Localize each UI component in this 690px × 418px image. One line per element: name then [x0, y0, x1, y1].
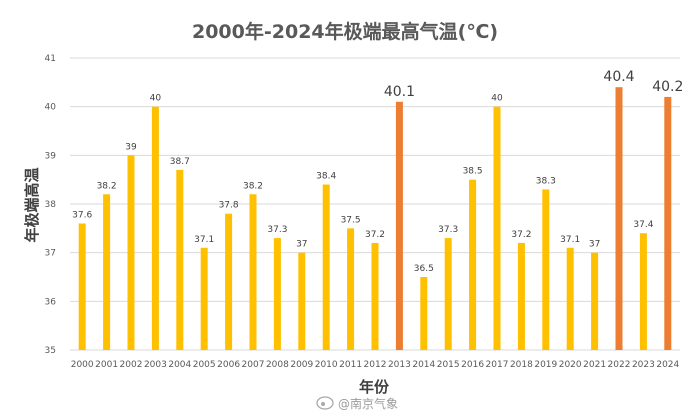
x-tick-label: 2023	[632, 360, 655, 370]
data-label: 40	[150, 94, 162, 104]
x-tick-label: 2006	[217, 360, 240, 370]
bar	[517, 242, 525, 350]
bar	[420, 277, 428, 350]
chart-title: 2000年-2024年极端最高气温(℃)	[192, 20, 498, 43]
data-label: 38.3	[536, 176, 556, 186]
bar	[78, 223, 86, 350]
bar	[200, 247, 208, 350]
data-label: 38.5	[463, 167, 483, 177]
data-label: 36.5	[414, 264, 434, 274]
data-label: 37.3	[438, 225, 458, 235]
y-tick-label: 38	[45, 200, 57, 210]
x-tick-label: 2010	[315, 360, 338, 370]
bars	[78, 87, 672, 351]
data-label: 37.2	[511, 230, 531, 240]
y-tick-label: 40	[45, 103, 57, 113]
data-label: 38.7	[170, 157, 190, 167]
x-tick-label: 2004	[168, 360, 191, 370]
x-tick-label: 2007	[242, 360, 265, 370]
x-tick-label: 2014	[412, 360, 435, 370]
y-tick-label: 36	[45, 297, 57, 307]
bar	[542, 189, 550, 350]
watermark-text: @南京气象	[338, 396, 398, 411]
x-tick-label: 2017	[486, 360, 509, 370]
x-tick-label: 2011	[339, 360, 362, 370]
bar	[639, 233, 647, 350]
x-axis-title: 年份	[359, 378, 390, 396]
data-labels: 37.6 38.2 39 40 38.7 37.1 37.8 38.2 37.3 37 38.4 37…	[72, 69, 683, 274]
bar	[103, 194, 111, 350]
bar	[615, 87, 623, 350]
data-label: 40.1	[384, 84, 415, 100]
x-tick-label: 2018	[510, 360, 533, 370]
y-tick-label: 39	[45, 151, 57, 161]
bar	[249, 194, 257, 350]
weibo-logo-icon	[316, 396, 334, 410]
data-label: 40.2	[652, 79, 683, 95]
data-label: 37.8	[219, 201, 239, 211]
x-tick-label: 2012	[364, 360, 387, 370]
bar	[591, 252, 599, 350]
data-label: 37	[296, 240, 307, 250]
bar	[273, 238, 281, 350]
bar	[469, 179, 477, 350]
x-tick-label: 2015	[437, 360, 460, 370]
bar	[298, 252, 306, 350]
x-tick-label: 2005	[193, 360, 216, 370]
y-axis-ticks: 35 36 37 38 39 40 41	[45, 54, 57, 356]
bar	[444, 238, 452, 350]
data-label: 37.1	[560, 235, 580, 245]
y-tick-label: 35	[45, 346, 56, 356]
x-tick-label: 2020	[559, 360, 582, 370]
data-label: 37.1	[194, 235, 214, 245]
x-tick-label: 2008	[266, 360, 289, 370]
bar	[493, 106, 501, 351]
x-axis-ticks: 2000 2001 2002 2003 2004 2005 2006 2007 2008 2009…	[71, 360, 680, 370]
x-tick-label: 2000	[71, 360, 94, 370]
bar	[225, 213, 233, 350]
bar	[371, 242, 379, 350]
data-label: 37.4	[633, 220, 653, 230]
y-axis-title: 年极端高温	[23, 167, 41, 242]
data-label: 38.4	[316, 172, 336, 182]
data-label: 40	[491, 94, 503, 104]
bar	[566, 247, 574, 350]
data-label: 39	[125, 142, 137, 152]
y-tick-label: 37	[45, 249, 56, 259]
data-label: 38.2	[243, 181, 263, 191]
data-label: 40.4	[603, 69, 634, 85]
x-tick-label: 2009	[290, 360, 313, 370]
y-tick-label: 41	[45, 54, 56, 64]
bar	[395, 101, 403, 350]
data-label: 37.6	[72, 210, 92, 220]
x-tick-label: 2013	[388, 360, 411, 370]
x-tick-label: 2022	[608, 360, 631, 370]
data-label: 37.5	[341, 215, 361, 225]
x-tick-label: 2016	[461, 360, 484, 370]
data-label: 37.3	[267, 225, 287, 235]
bar	[176, 169, 184, 350]
x-tick-label: 2002	[120, 360, 143, 370]
bar	[151, 106, 159, 351]
x-tick-label: 2001	[95, 360, 118, 370]
weibo-logo-eye-icon	[321, 402, 325, 406]
bar	[664, 96, 672, 350]
bar	[322, 184, 330, 350]
bar	[127, 155, 135, 350]
x-tick-label: 2003	[144, 360, 167, 370]
data-label: 38.2	[97, 181, 117, 191]
data-label: 37	[589, 240, 600, 250]
x-tick-label: 2019	[534, 360, 557, 370]
x-tick-label: 2024	[656, 360, 679, 370]
x-tick-label: 2021	[583, 360, 606, 370]
data-label: 37.2	[365, 230, 385, 240]
bar	[347, 228, 355, 350]
watermark: @南京气象	[316, 396, 398, 411]
